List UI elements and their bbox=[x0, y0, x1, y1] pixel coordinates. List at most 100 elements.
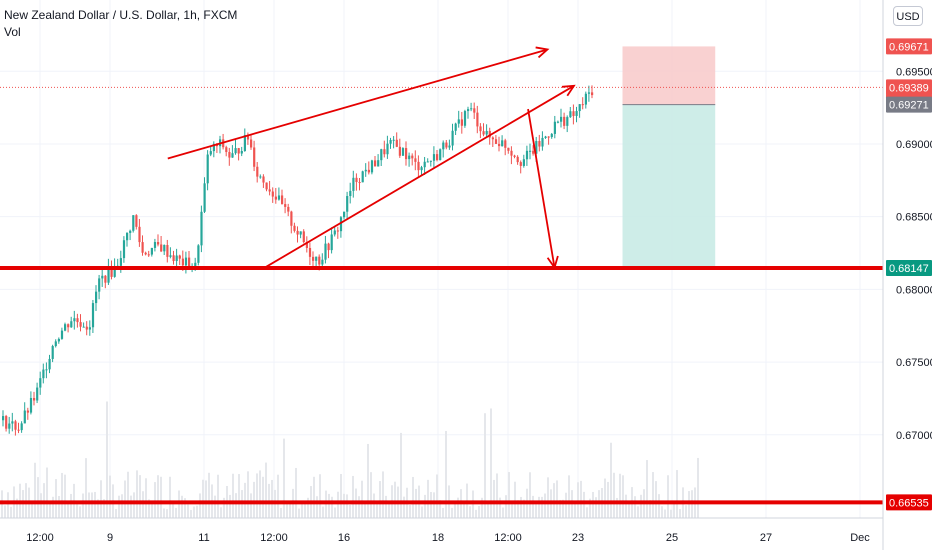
volume-bar bbox=[394, 481, 396, 518]
candle bbox=[550, 133, 553, 138]
candle bbox=[560, 116, 563, 122]
candle bbox=[48, 358, 51, 370]
upper-arrowhead bbox=[535, 46, 550, 59]
volume-bar bbox=[229, 494, 231, 518]
candle bbox=[253, 147, 256, 167]
x-tick-label: Dec bbox=[850, 532, 870, 544]
volume-bar bbox=[679, 509, 681, 518]
volume-bar bbox=[574, 501, 576, 518]
candle bbox=[563, 116, 566, 126]
volume-bar bbox=[604, 478, 606, 518]
volume-bar bbox=[670, 509, 672, 518]
candle bbox=[82, 326, 85, 328]
volume-bar bbox=[52, 496, 54, 518]
volume-bar bbox=[16, 498, 18, 518]
volume-bar bbox=[202, 479, 204, 518]
volume-bar bbox=[316, 496, 318, 518]
candle bbox=[355, 177, 358, 183]
volume-bar bbox=[637, 506, 639, 518]
volume-bar bbox=[97, 499, 99, 518]
stop-loss-zone[interactable] bbox=[622, 46, 716, 105]
volume-bar bbox=[34, 462, 36, 518]
volume-bar bbox=[253, 481, 255, 518]
candle bbox=[107, 267, 110, 283]
candle bbox=[200, 211, 203, 246]
candle bbox=[153, 242, 157, 248]
candle bbox=[26, 410, 29, 413]
candle bbox=[85, 326, 88, 330]
y-tick-label: 0.67500 bbox=[896, 357, 932, 369]
candle bbox=[504, 140, 507, 148]
volume-bar bbox=[385, 495, 387, 518]
volume-bar bbox=[100, 480, 102, 518]
volume-bar bbox=[334, 507, 336, 518]
candle bbox=[45, 369, 48, 371]
candle bbox=[457, 119, 460, 124]
candle bbox=[70, 321, 73, 328]
candle bbox=[122, 240, 126, 259]
wedge-upper-trendline[interactable] bbox=[167, 48, 548, 160]
candle bbox=[556, 121, 560, 123]
volume-bar bbox=[481, 497, 483, 518]
volume-bar bbox=[535, 504, 537, 518]
candle bbox=[386, 143, 389, 155]
candle bbox=[463, 111, 467, 126]
candle bbox=[175, 255, 178, 262]
candle bbox=[392, 139, 395, 141]
volume-bar bbox=[343, 493, 345, 518]
volume-bar bbox=[319, 474, 321, 518]
volume-bar bbox=[427, 479, 429, 518]
volume-bar bbox=[511, 504, 513, 518]
volume-bar bbox=[610, 442, 612, 518]
volume-bar bbox=[340, 473, 342, 518]
candle bbox=[538, 141, 541, 147]
volume-bar bbox=[529, 472, 531, 518]
volume-bar bbox=[589, 498, 591, 518]
currency-button[interactable]: USD bbox=[893, 6, 923, 26]
wedge-lower-trendline[interactable] bbox=[264, 85, 575, 269]
volume-bar bbox=[304, 500, 306, 518]
candle bbox=[172, 255, 175, 262]
candle bbox=[29, 397, 33, 413]
volume-bar bbox=[376, 501, 378, 518]
candle bbox=[491, 137, 494, 140]
volume-indicator-label[interactable]: Vol bbox=[4, 25, 21, 39]
candle bbox=[110, 267, 113, 277]
candle bbox=[364, 169, 367, 172]
volume-bar bbox=[154, 482, 156, 518]
volume-bar bbox=[673, 502, 675, 518]
volume-bar bbox=[622, 475, 624, 518]
volume-bar bbox=[289, 503, 291, 518]
volume-bar bbox=[199, 493, 201, 518]
projection-arrow[interactable] bbox=[527, 108, 556, 268]
candle bbox=[17, 429, 20, 431]
volume-bar bbox=[619, 473, 621, 518]
volume-bar bbox=[88, 492, 90, 518]
candle bbox=[389, 140, 392, 144]
volume-bar bbox=[664, 509, 666, 518]
candle bbox=[519, 162, 522, 166]
x-tick-label: 12:00 bbox=[494, 532, 522, 544]
projection-arrowhead bbox=[546, 255, 559, 270]
volume-bar bbox=[106, 401, 108, 518]
candle bbox=[516, 156, 519, 163]
candle bbox=[281, 195, 284, 205]
volume-bar bbox=[82, 493, 84, 518]
volume-bar bbox=[337, 491, 339, 518]
candle bbox=[113, 266, 116, 277]
price-label-box bbox=[886, 79, 932, 96]
lower-arrowhead bbox=[561, 84, 576, 97]
volume-bar bbox=[457, 497, 459, 518]
take-profit-zone[interactable] bbox=[622, 104, 716, 268]
volume-bar bbox=[136, 470, 138, 518]
volume-bar bbox=[388, 503, 390, 518]
price-label: 0.69389 bbox=[889, 82, 929, 94]
candle bbox=[454, 123, 457, 131]
candle bbox=[126, 232, 129, 241]
volume-bar bbox=[349, 504, 351, 518]
candle bbox=[88, 327, 91, 330]
volume-bar bbox=[505, 495, 507, 518]
candle bbox=[377, 160, 380, 167]
